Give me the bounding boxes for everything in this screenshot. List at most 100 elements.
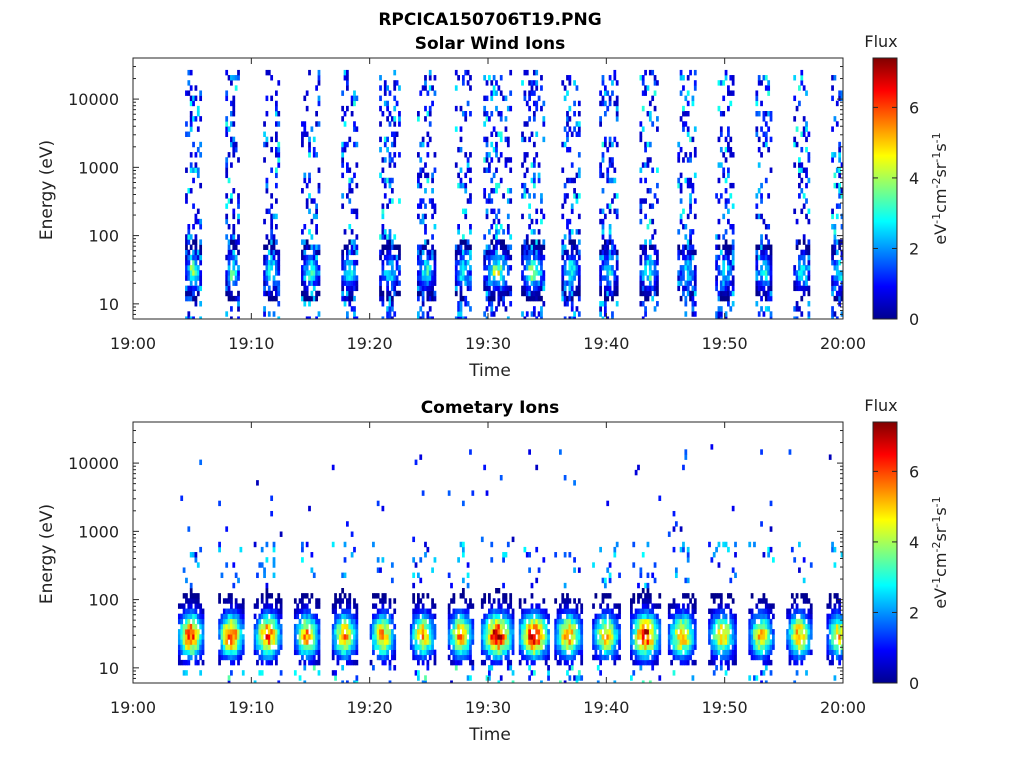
flux-cell <box>719 665 723 671</box>
flux-cell <box>343 111 347 117</box>
flux-cell <box>644 85 647 91</box>
flux-cell <box>270 203 274 209</box>
flux-cell <box>225 275 229 281</box>
flux-cell <box>497 111 501 117</box>
flux-cell <box>346 295 349 302</box>
flux-cell <box>218 593 221 599</box>
flux-cell <box>833 182 837 189</box>
flux-cell <box>317 275 321 281</box>
flux-cell <box>764 603 768 609</box>
flux-cell <box>383 177 387 184</box>
flux-cell <box>719 639 723 645</box>
flux-cell <box>428 316 432 319</box>
flux-cell <box>185 623 188 630</box>
flux-cell <box>428 295 432 302</box>
flux-cell <box>355 629 359 635</box>
flux-cell <box>256 603 259 609</box>
flux-cell <box>222 654 226 661</box>
flux-cell <box>452 634 456 640</box>
flux-cell <box>412 593 416 599</box>
flux-cell <box>601 613 605 620</box>
flux-cell <box>648 188 652 194</box>
flux-cell <box>606 567 610 573</box>
flux-cell <box>535 85 539 91</box>
flux-cell <box>317 280 321 286</box>
flux-cell <box>530 85 534 91</box>
flux-cell <box>225 649 229 656</box>
flux-cell <box>277 285 281 292</box>
flux-cell <box>495 259 498 266</box>
flux-cell <box>182 593 186 599</box>
flux-cell <box>417 659 420 666</box>
flux-cell <box>222 608 226 614</box>
flux-cell <box>398 280 401 286</box>
flux-cell <box>807 157 811 163</box>
flux-cell <box>334 593 337 599</box>
flux-cell <box>748 639 752 645</box>
flux-cell <box>639 644 643 650</box>
flux-cell <box>263 649 266 656</box>
flux-cell <box>239 603 243 609</box>
flux-cell <box>755 111 759 117</box>
flux-cell <box>639 608 643 614</box>
flux-cell <box>334 639 337 645</box>
flux-cell <box>336 618 340 625</box>
flux-cell <box>348 275 352 281</box>
flux-cell <box>450 634 453 640</box>
flux-cell <box>421 649 425 656</box>
flux-cell <box>798 259 801 266</box>
sweep <box>454 69 472 319</box>
flux-cell <box>388 639 392 645</box>
flux-cell <box>845 255 848 260</box>
flux-cell <box>466 629 470 635</box>
flux-cell <box>532 280 536 286</box>
flux-cell <box>518 598 522 604</box>
flux-cell <box>592 639 595 645</box>
flux-cell <box>653 259 657 266</box>
flux-cell <box>348 239 352 245</box>
flux-cell <box>393 280 397 286</box>
flux-cell <box>459 623 463 630</box>
flux-cell <box>421 213 425 220</box>
flux-cell <box>466 639 470 645</box>
flux-cell <box>431 213 434 220</box>
flux-cell <box>230 306 233 312</box>
flux-cell <box>310 295 314 302</box>
flux-cell <box>833 275 837 281</box>
flux-cell <box>390 649 394 656</box>
flux-cell <box>454 275 458 281</box>
flux-cell <box>353 613 356 620</box>
flux-cell <box>689 157 692 163</box>
flux-cell <box>525 244 529 250</box>
flux-cell <box>265 541 269 548</box>
flux-cell <box>237 618 240 625</box>
flux-cell <box>230 618 233 625</box>
flux-cell <box>310 623 314 630</box>
flux-cell <box>729 280 733 286</box>
flux-cell <box>641 75 645 81</box>
flux-cell <box>689 649 692 656</box>
flux-cell <box>194 218 198 225</box>
flux-cell <box>417 280 420 286</box>
flux-cell <box>192 116 195 122</box>
flux-cell <box>762 629 766 635</box>
x-tick-label: 19:30 <box>465 334 511 353</box>
flux-cell <box>577 629 581 635</box>
flux-cell <box>748 644 752 650</box>
flux-cell <box>502 623 505 630</box>
flux-cell <box>596 639 600 645</box>
flux-cell <box>346 659 349 666</box>
flux-cell <box>540 193 543 199</box>
flux-cell <box>232 582 236 589</box>
flux-cell <box>428 608 432 614</box>
flux-cell <box>334 608 337 614</box>
flux-cell <box>199 546 203 553</box>
flux-cell <box>461 75 465 81</box>
flux-cell <box>686 244 690 250</box>
flux-cell <box>615 634 619 640</box>
flux-cell <box>682 105 685 112</box>
flux-cell <box>540 105 543 112</box>
flux-cell <box>341 572 345 579</box>
flux-cell <box>234 239 238 245</box>
flux-cell <box>383 234 387 240</box>
